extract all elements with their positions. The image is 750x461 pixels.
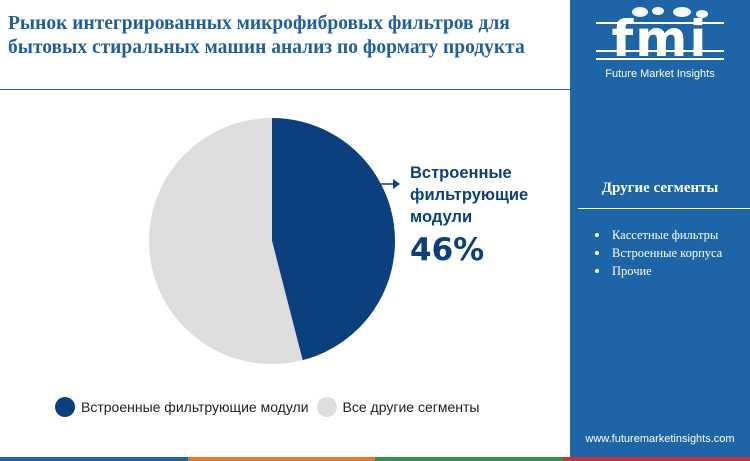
segments-divider <box>578 208 750 209</box>
strip-segment <box>375 457 563 461</box>
strip-segment <box>562 457 750 461</box>
segment-item: Прочие <box>592 262 722 280</box>
legend-label-others: Все другие сегменты <box>342 399 480 415</box>
other-segments-list: Кассетные фильтры Встроенные корпуса Про… <box>592 226 722 280</box>
strip-segment <box>187 457 375 461</box>
pie-slice-other-segments <box>148 118 303 364</box>
segment-item: Кассетные фильтры <box>592 226 722 244</box>
callout-label: Встроенные фильтрующие модули <box>410 164 529 226</box>
callout-value: 46% <box>410 232 485 268</box>
legend-item-built-in: Встроенные фильтрующие модули <box>55 397 309 417</box>
sidebar: fmi Future Market Insights Другие сегмен… <box>570 0 750 461</box>
callout-arrow-icon <box>381 179 400 189</box>
bottom-color-strip <box>0 457 750 461</box>
logo-line-mid <box>596 50 724 52</box>
pie-slice-built-in-modules <box>272 118 395 361</box>
legend-swatch-others <box>316 397 337 417</box>
fmi-logo <box>632 7 708 18</box>
other-segments-heading: Другие сегменты <box>601 180 719 196</box>
logo-line-top <box>596 22 724 24</box>
legend-swatch-built-in <box>55 397 75 417</box>
segment-item: Встроенные корпуса <box>592 244 722 262</box>
chart-legend: Встроенные фильтрующие модули Все другие… <box>55 396 487 418</box>
legend-label-built-in: Встроенные фильтрующие модули <box>81 399 309 415</box>
legend-item-others: Все другие сегменты <box>316 397 480 417</box>
strip-segment <box>0 457 188 461</box>
logo-line-bottom <box>596 58 724 60</box>
page-title: Рынок интегрированных микрофибровых филь… <box>8 13 525 58</box>
logo-subtitle: Future Market Insights <box>605 68 715 80</box>
pie-chart <box>148 118 395 364</box>
logo-wordmark: fmi <box>611 10 709 68</box>
website-link[interactable]: www.futuremarketinsights.com <box>585 433 735 445</box>
title-divider <box>0 89 570 90</box>
